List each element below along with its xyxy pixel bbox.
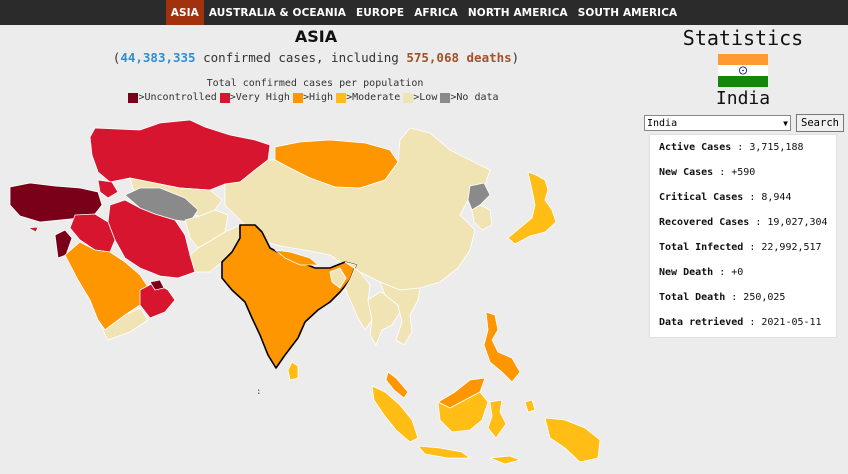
- country-yemen[interactable]: [97, 307, 149, 341]
- stat-new-death: New Death : +0: [659, 267, 744, 278]
- tab-africa[interactable]: AFRICA: [414, 6, 458, 19]
- legend-label: >Moderate: [346, 92, 401, 103]
- region-nav: ASIA AUSTRALIA & OCEANIA EUROPE AFRICA N…: [0, 0, 848, 25]
- country-maluku[interactable]: [524, 399, 536, 413]
- stat-label: Active Cases: [659, 142, 732, 153]
- stat-value: 250,025: [743, 292, 786, 303]
- stat-label: New Death: [659, 267, 714, 278]
- region-summary: (44,383,335 confirmed cases, including 5…: [0, 49, 632, 67]
- legend-item-moderate: >Moderate: [336, 92, 400, 103]
- country-myanmar[interactable]: [344, 261, 373, 331]
- stat-value: 8,944: [761, 192, 792, 203]
- map-caption: :: [256, 387, 262, 397]
- stat-label: Total Death: [659, 292, 726, 303]
- legend-label: >No data: [450, 92, 499, 103]
- country-borneo-indonesia[interactable]: [437, 391, 489, 433]
- flag-band-green: [718, 76, 768, 87]
- country-caucasus[interactable]: [97, 179, 119, 199]
- legend-label: >Very High: [229, 92, 290, 103]
- legend-swatch: [336, 92, 347, 103]
- legend-item-low: >Low: [403, 92, 437, 103]
- region-headline: ASIA (44,383,335 confirmed cases, includ…: [0, 27, 632, 67]
- country-stats-card: Active Cases : 3,715,188 New Cases : +59…: [649, 134, 837, 338]
- country-sumatra[interactable]: [371, 385, 419, 443]
- tab-asia[interactable]: ASIA: [165, 0, 204, 25]
- country-sulawesi[interactable]: [487, 399, 507, 439]
- legend-item-uncontrolled: >Uncontrolled: [128, 92, 217, 103]
- country-select-value: India: [647, 117, 678, 129]
- legend-item-very-high: >Very High: [219, 92, 290, 103]
- legend-title: Total confirmed cases per population: [206, 78, 424, 89]
- stat-value: +590: [731, 167, 756, 178]
- tab-south-america[interactable]: SOUTH AMERICA: [577, 6, 678, 19]
- country-japan[interactable]: [507, 171, 557, 245]
- tab-north-america[interactable]: NORTH AMERICA: [467, 6, 568, 19]
- stat-value: 3,715,188: [749, 142, 804, 153]
- legend-swatch: [219, 92, 230, 103]
- flag-band-saffron: [718, 54, 768, 65]
- country-malaysia[interactable]: [385, 371, 409, 399]
- stat-label: Data retrieved: [659, 317, 744, 328]
- country-nepal[interactable]: [274, 249, 319, 266]
- country-select[interactable]: India ▼: [644, 115, 791, 131]
- stat-total-infected: Total Infected : 22,992,517: [659, 242, 822, 253]
- country-java[interactable]: [417, 445, 471, 459]
- stat-critical-cases: Critical Cases : 8,944: [659, 192, 792, 203]
- legend-swatch: [440, 92, 451, 103]
- india-flag-icon: [718, 54, 768, 87]
- country-qatar[interactable]: [149, 279, 165, 291]
- stat-label: New Cases: [659, 167, 714, 178]
- stat-new-cases: New Cases : +590: [659, 167, 756, 178]
- confirmed-cases-count: 44,383,335: [120, 50, 196, 65]
- selected-country-name: India: [715, 88, 771, 109]
- legend-swatch: [128, 92, 139, 103]
- deaths-count: 575,068 deaths: [406, 50, 512, 65]
- map-legend: Total confirmed cases per population >Un…: [80, 78, 550, 106]
- legend-label: >Low: [413, 92, 438, 103]
- country-vietnam[interactable]: [379, 281, 421, 346]
- stat-value: 19,027,304: [767, 217, 828, 228]
- country-levant[interactable]: [54, 229, 73, 259]
- country-cyprus[interactable]: [27, 226, 39, 233]
- legend-swatch: [403, 92, 414, 103]
- stat-label: Critical Cases: [659, 192, 744, 203]
- summary-mid-text: confirmed cases, including: [195, 50, 407, 65]
- country-philippines[interactable]: [483, 311, 521, 383]
- stat-data-retrieved: Data retrieved : 2021-05-11: [659, 317, 822, 328]
- tab-australia-oceania[interactable]: AUSTRALIA & OCEANIA: [208, 6, 346, 19]
- legend-item-no-data: >No data: [440, 92, 499, 103]
- stat-value: 22,992,517: [761, 242, 822, 253]
- stat-label: Recovered Cases: [659, 217, 750, 228]
- legend-swatch: [292, 92, 303, 103]
- legend-label: >Uncontrolled: [138, 92, 217, 103]
- legend-item-high: >High: [292, 92, 334, 103]
- stat-total-death: Total Death : 250,025: [659, 292, 786, 303]
- stat-value: +0: [731, 267, 744, 278]
- search-button[interactable]: Search: [796, 114, 844, 132]
- asia-choropleth-map: [9, 119, 601, 465]
- summary-close-paren: ): [511, 50, 520, 65]
- legend-label: >High: [302, 92, 334, 103]
- ashoka-chakra-icon: [738, 66, 747, 75]
- country-bangladesh[interactable]: [329, 267, 347, 289]
- tab-europe[interactable]: EUROPE: [356, 6, 405, 19]
- stat-label: Total Infected: [659, 242, 744, 253]
- summary-open-paren: (: [112, 50, 121, 65]
- statistics-title: Statistics: [682, 26, 804, 50]
- stat-recovered-cases: Recovered Cases : 19,027,304: [659, 217, 828, 228]
- stat-value: 2021-05-11: [761, 317, 822, 328]
- country-turkmenistan[interactable]: [124, 187, 199, 223]
- country-south-korea[interactable]: [471, 204, 493, 231]
- chevron-down-icon: ▼: [783, 118, 788, 128]
- country-timor[interactable]: [489, 455, 521, 465]
- stat-active-cases: Active Cases : 3,715,188: [659, 142, 804, 153]
- country-sri-lanka[interactable]: [287, 361, 299, 381]
- region-title: ASIA: [294, 27, 338, 46]
- flag-band-white: [718, 65, 768, 76]
- country-new-guinea[interactable]: [544, 417, 601, 463]
